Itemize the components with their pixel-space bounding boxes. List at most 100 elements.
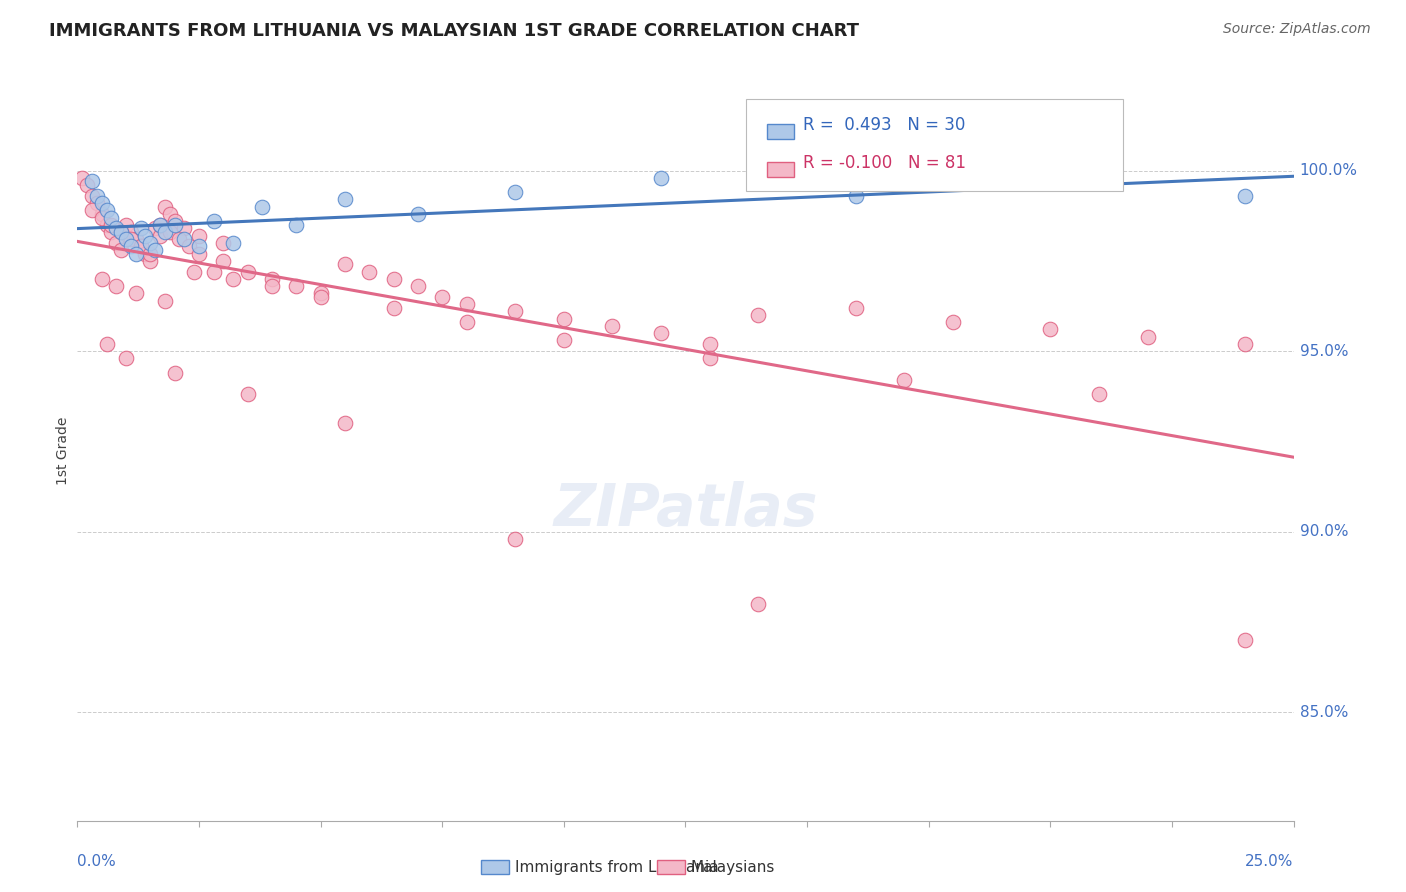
Point xyxy=(183,265,205,279)
Point xyxy=(699,351,721,366)
Point xyxy=(90,272,112,286)
Point xyxy=(90,196,112,211)
Point xyxy=(553,334,575,348)
Point xyxy=(115,351,138,366)
Point xyxy=(179,239,201,253)
Point xyxy=(1233,633,1256,648)
Point xyxy=(845,189,868,203)
Point xyxy=(333,417,356,431)
Point xyxy=(188,246,211,260)
Point xyxy=(553,311,575,326)
Text: R =  0.493   N = 30: R = 0.493 N = 30 xyxy=(803,116,966,134)
Point xyxy=(163,366,186,380)
Point xyxy=(76,178,98,192)
Point xyxy=(80,203,103,218)
Point xyxy=(80,189,103,203)
Point xyxy=(333,193,356,207)
Point xyxy=(105,279,128,293)
Point xyxy=(333,257,356,271)
Point xyxy=(406,279,429,293)
Point xyxy=(120,232,142,246)
Point xyxy=(134,246,156,260)
Text: Malaysians: Malaysians xyxy=(690,860,775,874)
Text: ZIPatlas: ZIPatlas xyxy=(553,481,818,538)
Text: 85.0%: 85.0% xyxy=(1299,705,1348,720)
Point xyxy=(382,272,405,286)
Point xyxy=(942,315,965,329)
Point xyxy=(503,186,526,200)
Point xyxy=(125,286,148,301)
Point xyxy=(260,279,283,293)
FancyBboxPatch shape xyxy=(766,162,793,178)
Point xyxy=(86,196,108,211)
Point xyxy=(845,301,868,315)
Point xyxy=(100,218,122,232)
Point xyxy=(159,207,181,221)
Point xyxy=(96,337,118,351)
Text: R = -0.100   N = 81: R = -0.100 N = 81 xyxy=(803,154,966,172)
Point xyxy=(110,225,132,239)
Text: 0.0%: 0.0% xyxy=(77,854,117,869)
Text: 100.0%: 100.0% xyxy=(1299,163,1358,178)
Point xyxy=(285,218,308,232)
Point xyxy=(188,239,211,253)
Point xyxy=(285,279,308,293)
Point xyxy=(110,243,132,257)
Point xyxy=(159,225,181,239)
Text: 95.0%: 95.0% xyxy=(1299,343,1348,359)
Point xyxy=(650,326,672,340)
FancyBboxPatch shape xyxy=(747,99,1123,191)
Point xyxy=(1088,387,1111,401)
Point xyxy=(149,228,172,243)
Point xyxy=(143,221,166,235)
Point xyxy=(134,228,156,243)
Point xyxy=(650,170,672,185)
Point xyxy=(1233,189,1256,203)
Point xyxy=(503,532,526,546)
Point xyxy=(149,218,172,232)
Point xyxy=(236,265,259,279)
Point xyxy=(430,290,453,304)
Point xyxy=(105,235,128,250)
FancyBboxPatch shape xyxy=(766,124,793,139)
Point xyxy=(90,207,112,221)
Point xyxy=(1039,174,1062,188)
Point xyxy=(699,337,721,351)
Point xyxy=(139,235,162,250)
Point xyxy=(406,207,429,221)
Point xyxy=(115,218,138,232)
Point xyxy=(456,297,478,311)
Point xyxy=(188,228,211,243)
Point xyxy=(129,221,152,235)
Point xyxy=(163,214,186,228)
Y-axis label: 1st Grade: 1st Grade xyxy=(56,417,70,484)
Point xyxy=(115,232,138,246)
Text: IMMIGRANTS FROM LITHUANIA VS MALAYSIAN 1ST GRADE CORRELATION CHART: IMMIGRANTS FROM LITHUANIA VS MALAYSIAN 1… xyxy=(49,22,859,40)
Point xyxy=(100,225,122,239)
Point xyxy=(110,225,132,239)
Point xyxy=(96,218,118,232)
Point xyxy=(503,304,526,318)
Point xyxy=(747,597,769,611)
Point xyxy=(382,301,405,315)
Point xyxy=(747,308,769,322)
Point xyxy=(212,235,235,250)
Point xyxy=(120,225,142,239)
Point xyxy=(169,232,191,246)
Point xyxy=(309,286,332,301)
Point xyxy=(90,211,112,225)
Point xyxy=(139,246,162,260)
Point xyxy=(250,200,273,214)
Point xyxy=(125,232,148,246)
Point xyxy=(212,253,235,268)
Point xyxy=(173,221,195,235)
Point xyxy=(1136,329,1159,343)
Point xyxy=(893,373,915,387)
Point xyxy=(163,218,186,232)
Point xyxy=(222,235,245,250)
Text: Immigrants from Lithuania: Immigrants from Lithuania xyxy=(515,860,718,874)
Point xyxy=(80,174,103,188)
Point xyxy=(153,225,176,239)
Point xyxy=(456,315,478,329)
Point xyxy=(70,170,93,185)
